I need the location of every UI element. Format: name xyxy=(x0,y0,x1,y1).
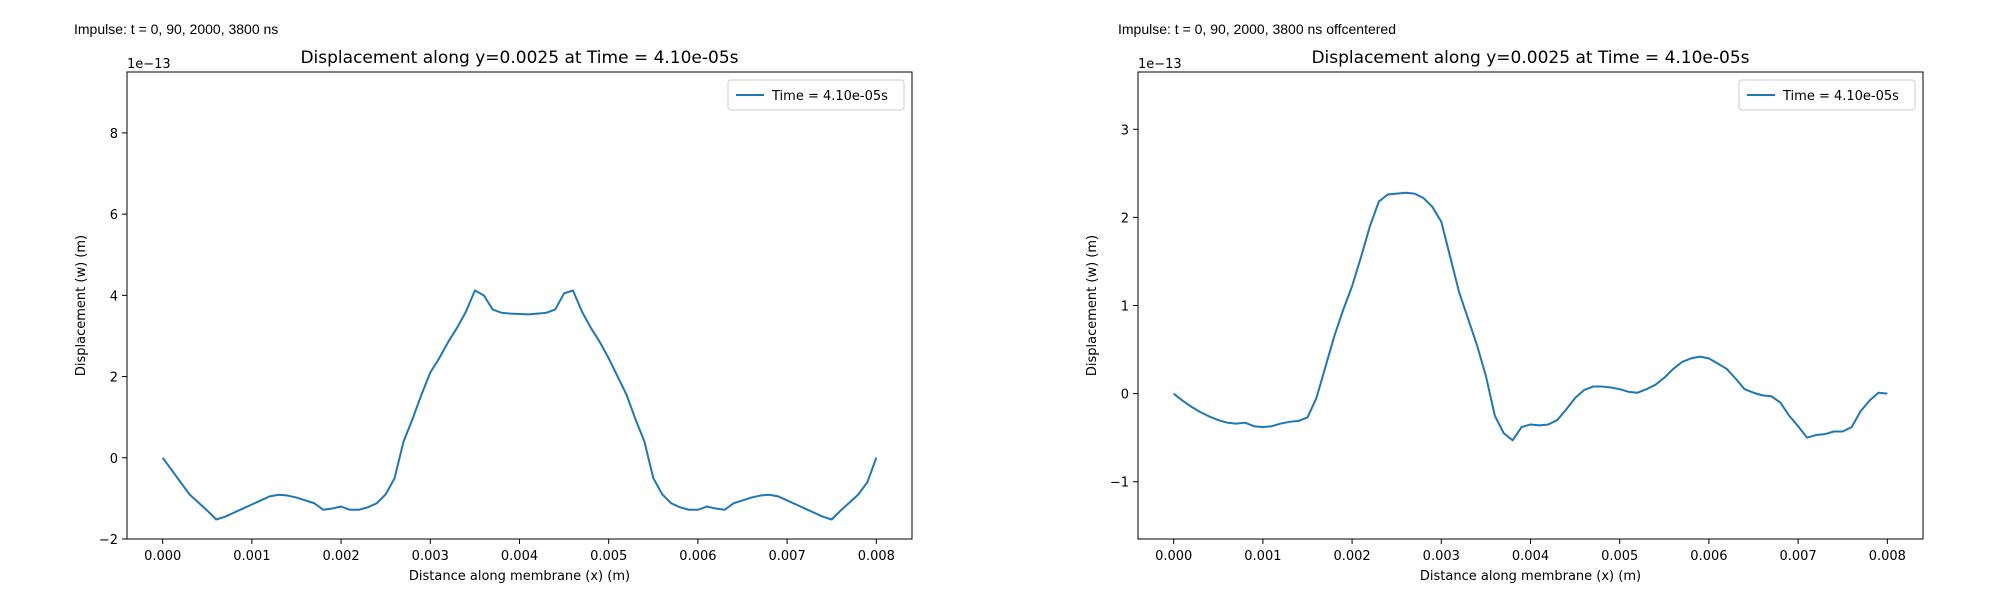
y-offset-text: 1e−13 xyxy=(1138,57,1182,72)
y-tick-label: 2 xyxy=(1121,211,1129,226)
y-tick-label: 3 xyxy=(1121,123,1129,138)
panel-label-right: Impulse: t = 0, 90, 2000, 3800 ns offcen… xyxy=(1118,21,1396,37)
x-axis-label: Distance along membrane (x) (m) xyxy=(409,569,630,584)
chart-panel-2: Displacement along y=0.0025 at Time = 4.… xyxy=(1085,48,1924,584)
x-tick-label: 0.004 xyxy=(1512,549,1549,564)
x-tick-label: 0.007 xyxy=(1780,549,1817,564)
x-tick-label: 0.008 xyxy=(1869,549,1906,564)
chart-panel-1: Displacement along y=0.0025 at Time = 4.… xyxy=(74,48,913,584)
y-tick-label: 0 xyxy=(1121,388,1129,403)
x-tick-label: 0.007 xyxy=(769,549,806,564)
series-line-1 xyxy=(161,289,878,521)
x-tick-label: 0.001 xyxy=(1244,549,1281,564)
x-tick-label: 0.001 xyxy=(233,549,270,564)
y-tick-label: −2 xyxy=(99,533,118,548)
x-tick-label: 0.005 xyxy=(590,549,627,564)
y-offset-text: 1e−13 xyxy=(127,57,171,72)
y-axis-label: Displacement (w) (m) xyxy=(1085,235,1100,376)
plot-frame xyxy=(1137,71,1924,540)
x-tick-label: 0.008 xyxy=(858,549,895,564)
y-tick-label: 6 xyxy=(110,208,118,223)
legend: Time = 4.10e-05s xyxy=(1738,79,1916,111)
y-tick-label: 4 xyxy=(110,289,118,304)
x-axis-label: Distance along membrane (x) (m) xyxy=(1420,569,1641,584)
panel-label-left: Impulse: t = 0, 90, 2000, 3800 ns xyxy=(74,21,279,37)
plot-frame xyxy=(126,71,913,540)
x-tick-label: 0.005 xyxy=(1601,549,1638,564)
legend-box xyxy=(727,79,905,111)
x-tick-label: 0.002 xyxy=(322,549,359,564)
x-tick-label: 0.003 xyxy=(1423,549,1460,564)
chart-title: Displacement along y=0.0025 at Time = 4.… xyxy=(300,48,738,68)
y-tick-label: 0 xyxy=(110,452,118,467)
x-tick-label: 0.006 xyxy=(1690,549,1727,564)
y-axis-label: Displacement (w) (m) xyxy=(74,235,89,376)
y-tick-label: 2 xyxy=(110,371,118,386)
legend-box xyxy=(1738,79,1916,111)
x-tick-label: 0.003 xyxy=(412,549,449,564)
x-tick-label: 0.002 xyxy=(1333,549,1370,564)
series-line-1 xyxy=(1173,191,1888,442)
legend-label: Time = 4.10e-05s xyxy=(771,89,888,104)
legend: Time = 4.10e-05s xyxy=(727,79,905,111)
legend-label: Time = 4.10e-05s xyxy=(1782,89,1899,104)
chart-title: Displacement along y=0.0025 at Time = 4.… xyxy=(1311,48,1749,68)
y-tick-label: −1 xyxy=(1110,476,1129,491)
x-tick-label: 0.000 xyxy=(1155,549,1192,564)
x-tick-label: 0.006 xyxy=(679,549,716,564)
x-tick-label: 0.004 xyxy=(501,549,538,564)
x-tick-label: 0.000 xyxy=(144,549,181,564)
y-tick-label: 8 xyxy=(110,127,118,142)
y-tick-label: 1 xyxy=(1121,300,1129,315)
